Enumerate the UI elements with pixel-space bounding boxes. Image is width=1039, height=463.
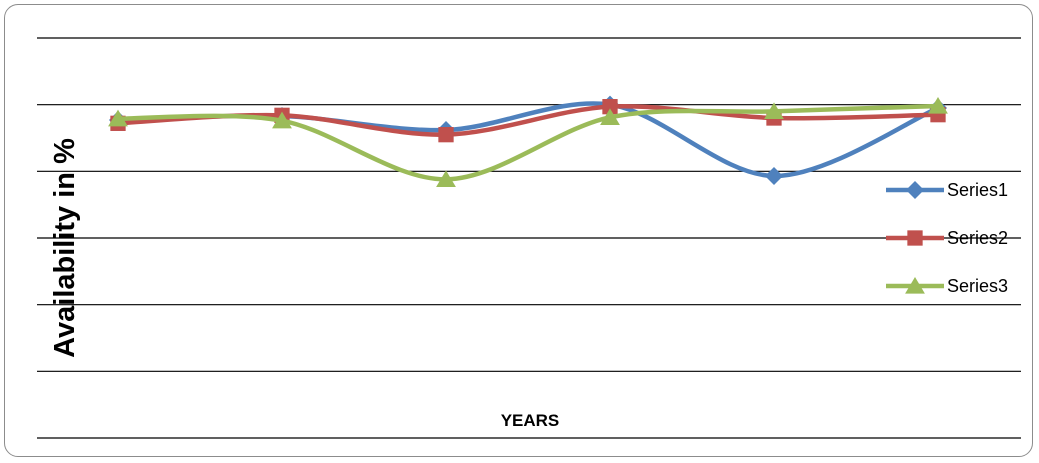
- series-marker: [602, 99, 618, 115]
- series-marker: [438, 127, 454, 143]
- series-marker: [764, 102, 784, 119]
- series-line: [117, 103, 939, 182]
- legend: Series1 Series2 Series3: [886, 180, 1008, 296]
- gridlines: [37, 37, 1021, 439]
- y-axis-label: Availability in %: [49, 138, 81, 358]
- series-marker: [906, 181, 924, 199]
- series-marker: [928, 97, 948, 114]
- series-marker: [272, 111, 292, 129]
- series-series3: [108, 97, 948, 187]
- series-marker: [905, 277, 925, 294]
- series-marker: [436, 170, 456, 187]
- series-marker: [907, 230, 923, 246]
- legend-item: Series2: [886, 228, 1008, 248]
- series-marker: [765, 167, 783, 185]
- legend-item: Series3: [886, 276, 1008, 296]
- legend-item: Series1: [886, 180, 1008, 200]
- chart-frame: [4, 4, 1033, 457]
- legend-label: Series1: [947, 180, 1008, 200]
- series-layer: [108, 95, 948, 187]
- x-axis-label: YEARS: [501, 411, 560, 430]
- legend-label: Series2: [947, 228, 1008, 248]
- series-series2: [110, 99, 946, 143]
- legend-label: Series3: [947, 276, 1008, 296]
- series-marker: [600, 108, 620, 125]
- series-marker: [108, 109, 128, 127]
- series-line: [117, 104, 939, 137]
